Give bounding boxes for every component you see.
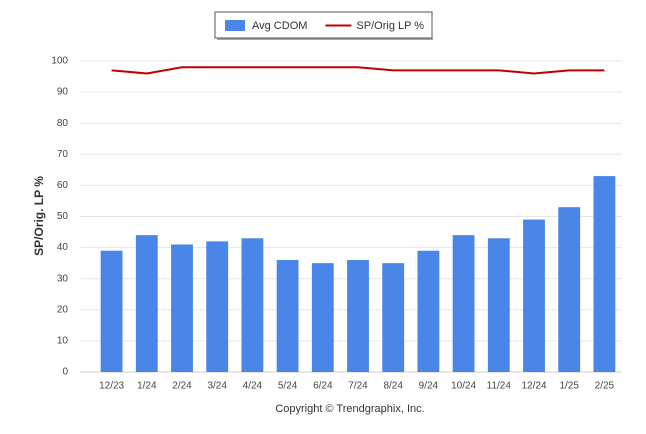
bar (135, 235, 158, 372)
y-tick-label: 50 (57, 211, 69, 222)
x-tick-label: 9/24 (419, 381, 439, 392)
bar (206, 241, 229, 372)
bar (100, 250, 123, 372)
x-tick-label: 10/24 (451, 381, 476, 392)
bar (417, 250, 440, 372)
x-tick-label: 12/24 (521, 381, 546, 392)
y-tick-label: 0 (62, 367, 68, 378)
bar (382, 263, 405, 372)
bar (487, 238, 510, 372)
x-tick-label: 1/25 (559, 381, 579, 392)
bar (311, 263, 334, 372)
x-tick-label: 7/24 (348, 381, 368, 392)
y-tick-label: 60 (57, 180, 69, 191)
legend-label: SP/Orig LP % (356, 20, 424, 32)
y-tick-label: 30 (57, 273, 69, 284)
line (111, 66, 605, 75)
bar (241, 238, 264, 372)
bar (347, 260, 369, 372)
bar (452, 235, 475, 372)
bar (593, 176, 616, 372)
y-axis-label: SP/Orig. LP % (32, 176, 46, 256)
bar (171, 244, 193, 372)
x-tick-label: 11/24 (487, 381, 512, 392)
bar (276, 260, 299, 372)
x-tick-label: 2/25 (595, 381, 615, 392)
y-tick-label: 40 (57, 242, 69, 253)
y-tick-label: 10 (57, 336, 69, 347)
x-tick-label: 5/24 (278, 381, 298, 392)
bar (558, 207, 581, 372)
bar (523, 219, 545, 372)
x-tick-label: 1/24 (137, 381, 157, 392)
legend-label: Avg CDOM (252, 20, 307, 32)
y-tick-label: 100 (51, 56, 68, 67)
y-tick-label: 80 (57, 118, 69, 129)
x-tick-label: 2/24 (172, 381, 192, 392)
x-tick-label: 3/24 (207, 381, 227, 392)
y-tick-label: 90 (57, 87, 69, 98)
footer: Copyright © Trendgraphix, Inc. (275, 403, 424, 415)
x-tick-label: 12/23 (99, 381, 124, 392)
legend-swatch (225, 20, 245, 31)
x-tick-label: 8/24 (383, 381, 403, 392)
y-tick-label: 20 (57, 304, 69, 315)
legend-box (214, 11, 433, 39)
x-tick-label: 4/24 (243, 381, 263, 392)
x-tick-label: 6/24 (313, 381, 333, 392)
y-tick-label: 70 (57, 149, 69, 160)
